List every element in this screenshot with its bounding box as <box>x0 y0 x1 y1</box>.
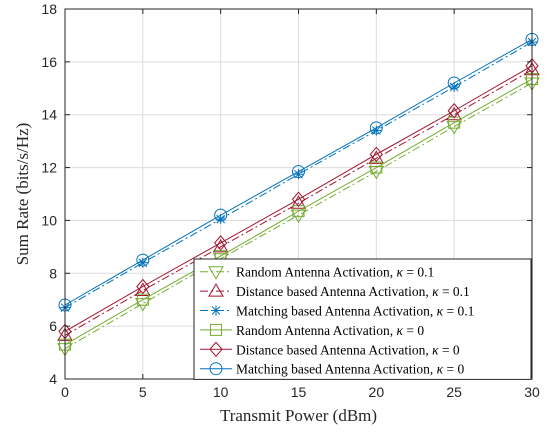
y-tick-label: 4 <box>49 371 57 387</box>
data-point <box>291 191 306 208</box>
legend-item: Distance based Antenna Activation, κ = 0 <box>200 341 460 358</box>
data-point <box>136 253 150 267</box>
legend-item: Distance based Antenna Activation, κ = 0… <box>200 283 470 299</box>
x-axis-label: Transmit Power (dBm) <box>220 406 377 425</box>
data-point <box>369 121 383 135</box>
data-point <box>292 165 305 179</box>
legend-item: Random Antenna Activation, κ = 0.1 <box>200 265 434 280</box>
data-point <box>447 76 461 90</box>
legend-label: Random Antenna Activation, κ = 0 <box>236 323 424 338</box>
x-tick-label: 30 <box>524 384 540 400</box>
x-tick-label: 0 <box>61 384 69 400</box>
legend: Random Antenna Activation, κ = 0.1 Distan… <box>193 258 532 380</box>
legend-label: Distance based Antenna Activation, κ = 0… <box>236 284 470 299</box>
data-point <box>134 298 151 312</box>
axis-ticks: 0 5 10 15 20 25 30 4 6 8 10 12 14 16 18 <box>41 1 540 400</box>
data-point <box>368 166 385 180</box>
series-line <box>64 38 533 306</box>
data-point <box>136 278 150 295</box>
data-point <box>211 305 221 316</box>
y-tick-label: 8 <box>49 265 57 281</box>
data-point <box>214 208 228 222</box>
data-point <box>208 283 224 297</box>
y-tick-label: 18 <box>41 1 57 17</box>
legend-item: Matching based Antenna Activation, κ = 0 <box>200 362 464 377</box>
legend-label: Matching based Antenna Activation, κ = 0… <box>236 304 474 319</box>
x-tick-label: 10 <box>213 384 229 400</box>
data-point <box>447 102 461 119</box>
legend-item: Matching based Antenna Activation, κ = 0… <box>200 304 474 319</box>
y-tick-label: 12 <box>41 160 57 176</box>
y-tick-label: 16 <box>41 54 57 70</box>
data-point <box>210 323 222 336</box>
y-tick-label: 10 <box>41 212 57 228</box>
data-point <box>208 266 224 280</box>
data-point <box>214 235 228 251</box>
legend-label: Distance based Antenna Activation, κ = 0 <box>236 342 460 357</box>
series-line <box>64 69 533 336</box>
data-point <box>369 146 383 163</box>
y-tick-label: 6 <box>49 318 57 334</box>
series-line <box>64 65 533 332</box>
x-tick-label: 15 <box>291 384 307 400</box>
y-axis-label: Sum Rate (bits/s/Hz) <box>13 123 32 266</box>
legend-box <box>193 258 532 380</box>
series-line <box>64 78 533 346</box>
legend-label: Random Antenna Activation, κ = 0.1 <box>236 265 434 280</box>
data-point <box>209 341 223 358</box>
x-tick-label: 20 <box>369 384 385 400</box>
series-line <box>64 82 533 350</box>
data-point <box>209 362 223 376</box>
legend-item: Random Antenna Activation, κ = 0 <box>200 323 424 338</box>
data-point <box>290 209 307 224</box>
data-point <box>446 121 463 135</box>
x-tick-label: 25 <box>446 384 462 400</box>
legend-label: Matching based Antenna Activation, κ = 0 <box>236 362 464 377</box>
y-tick-label: 14 <box>41 107 57 123</box>
x-tick-label: 5 <box>139 384 147 400</box>
